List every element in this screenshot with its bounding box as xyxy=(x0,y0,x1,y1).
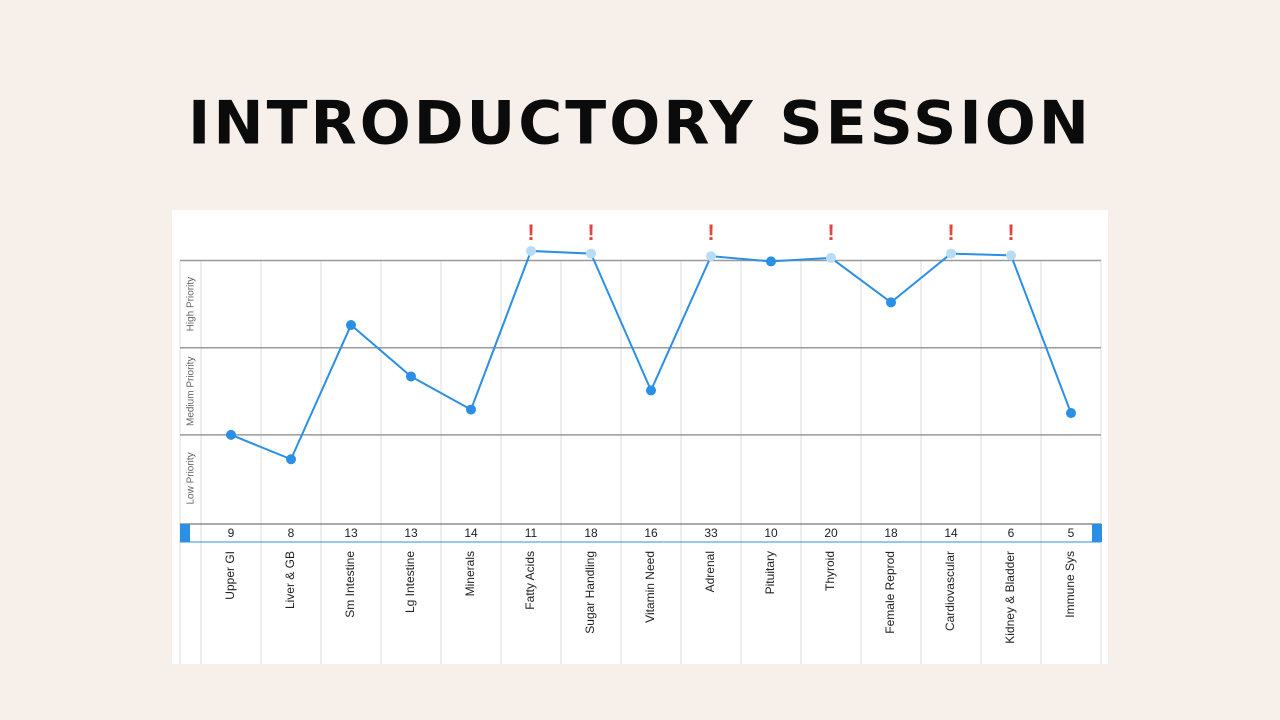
data-point xyxy=(586,248,596,259)
x-tick-label: Minerals xyxy=(463,551,477,596)
alert-marker: ! xyxy=(707,220,714,245)
score-value: 6 xyxy=(1008,526,1015,540)
band-label: Medium Priority xyxy=(186,357,197,426)
data-point xyxy=(766,256,776,267)
slide-title: INTRODUCTORY SESSION xyxy=(188,89,1092,159)
score-value: 14 xyxy=(944,526,958,540)
score-value: 20 xyxy=(824,526,838,540)
data-point xyxy=(466,404,476,415)
data-point xyxy=(1066,408,1076,419)
score-value: 11 xyxy=(525,526,538,540)
alert-marker: ! xyxy=(1007,220,1014,245)
score-value: 18 xyxy=(584,526,598,540)
alert-marker: ! xyxy=(827,220,834,245)
score-value: 9 xyxy=(228,526,235,540)
score-value: 10 xyxy=(764,526,778,540)
x-tick-label: Thyroid xyxy=(823,551,837,591)
data-point xyxy=(646,385,656,396)
alert-marker: ! xyxy=(587,220,594,245)
x-tick-label: Cardiovascular xyxy=(943,551,957,631)
x-tick-label: Pituitary xyxy=(763,551,777,594)
x-tick-label: Female Reprod xyxy=(883,551,897,634)
x-tick-label: Liver & GB xyxy=(283,551,297,609)
data-point xyxy=(226,429,236,440)
data-point xyxy=(286,454,296,465)
chart: Low Priority Medium Priority High Priority… xyxy=(179,220,1102,664)
score-value: 8 xyxy=(288,526,295,540)
x-tick-label: Adrenal xyxy=(703,551,717,592)
band-label: High Priority xyxy=(186,277,197,331)
x-tick-label: Immune Sys xyxy=(1063,551,1077,618)
data-point xyxy=(886,297,896,308)
score-value: 33 xyxy=(704,526,718,540)
data-point xyxy=(706,251,716,262)
data-point xyxy=(406,371,416,382)
x-tick-label: Sugar Handling xyxy=(583,551,597,634)
alert-marker: ! xyxy=(947,220,954,245)
data-point xyxy=(946,248,956,259)
x-tick-label: Sm Intestine xyxy=(343,551,357,618)
data-point xyxy=(526,245,536,256)
score-value: 5 xyxy=(1068,526,1075,540)
score-value: 16 xyxy=(644,526,658,540)
x-tick-label: Lg Intestine xyxy=(403,551,417,613)
x-tick-label: Vitamin Need xyxy=(643,551,657,623)
score-value: 18 xyxy=(884,526,898,540)
chart-panel xyxy=(172,210,1108,664)
data-point xyxy=(1006,250,1016,261)
score-value: 14 xyxy=(464,526,478,540)
band-label: Low Priority xyxy=(186,452,197,504)
data-point xyxy=(346,320,356,331)
alert-marker: ! xyxy=(527,220,534,245)
data-point xyxy=(826,252,836,263)
x-tick-label: Fatty Acids xyxy=(523,551,537,610)
slider-handle xyxy=(180,524,190,542)
x-tick-label: Kidney & Bladder xyxy=(1003,551,1017,644)
x-tick-label: Upper GI xyxy=(223,551,237,600)
score-value: 13 xyxy=(344,526,358,540)
score-value: 13 xyxy=(404,526,418,540)
slider-handle xyxy=(1092,524,1102,542)
